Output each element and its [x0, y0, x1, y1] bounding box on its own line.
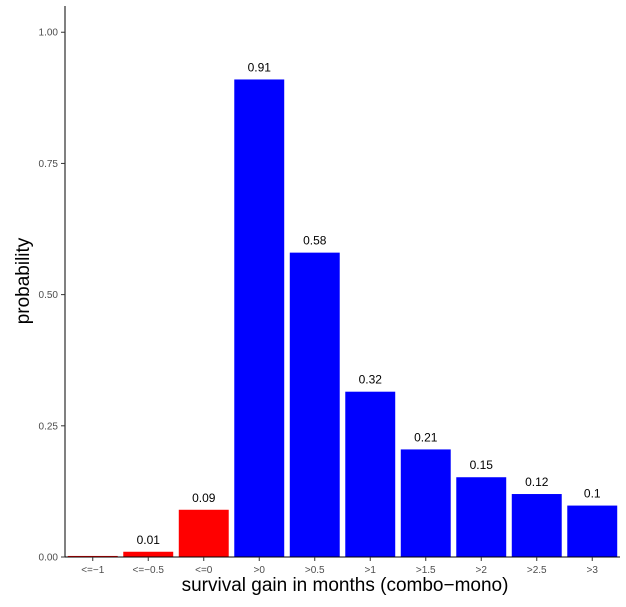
data-label-1: 0.01	[137, 533, 161, 547]
y-tick-label-0: 0.00	[39, 553, 59, 564]
y-tick-label-2: 0.50	[39, 290, 59, 301]
bar-7	[456, 477, 507, 557]
y-tick-label-4: 1.00	[39, 28, 59, 39]
data-label-6: 0.21	[414, 430, 438, 444]
x-tick-label-2: <=0	[195, 565, 213, 576]
y-tick-label-1: 0.25	[39, 421, 59, 432]
bar-5	[345, 391, 396, 557]
bar-2	[178, 509, 229, 557]
bars-group	[67, 79, 618, 557]
bar-0	[67, 555, 118, 557]
x-tick-label-6: >1.5	[416, 565, 436, 576]
data-label-8: 0.12	[525, 475, 549, 489]
x-tick-label-9: >3	[587, 565, 599, 576]
bar-1	[123, 551, 174, 557]
x-axis-ticks: <=−1 <=−0.5 <=0 >0 >0.5 >1 >1.5 >2 >2.5 >3	[81, 557, 598, 576]
x-tick-label-0: <=−1	[81, 565, 105, 576]
x-tick-label-5: >1	[365, 565, 377, 576]
x-axis-title: survival gain in months (combo−mono)	[182, 575, 509, 596]
bar-3	[234, 79, 285, 557]
data-label-7: 0.15	[470, 458, 494, 472]
data-labels-group: 0.01 0.09 0.91 0.58 0.32 0.21 0.15 0.12 0.1	[137, 60, 601, 546]
data-label-3: 0.91	[248, 60, 272, 74]
data-label-2: 0.09	[192, 491, 216, 505]
y-axis-title: probability	[13, 237, 34, 324]
data-label-4: 0.58	[303, 234, 327, 248]
x-tick-label-3: >0	[254, 565, 266, 576]
y-tick-label-3: 0.75	[39, 159, 59, 170]
bar-9	[567, 505, 618, 557]
x-tick-label-8: >2.5	[527, 565, 547, 576]
bar-8	[511, 494, 562, 557]
bar-6	[400, 449, 451, 557]
y-axis-ticks: 0.00 0.25 0.50 0.75 1.00	[39, 28, 65, 564]
bar-4	[289, 252, 340, 557]
x-tick-label-7: >2	[476, 565, 488, 576]
x-tick-label-1: <=−0.5	[133, 565, 165, 576]
x-tick-label-4: >0.5	[305, 565, 325, 576]
data-label-9: 0.1	[584, 487, 601, 501]
data-label-5: 0.32	[359, 373, 383, 387]
